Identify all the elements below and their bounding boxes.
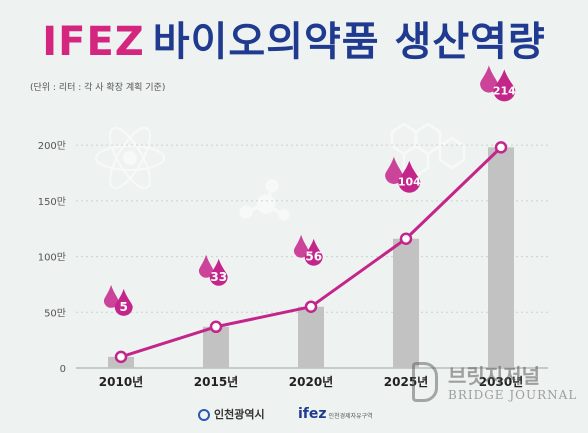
bar-2025년 <box>393 238 419 368</box>
bar-2020년 <box>298 306 324 368</box>
drop-icon <box>480 65 498 93</box>
drop-label-icon <box>114 288 133 316</box>
bar-2015년 <box>203 326 229 368</box>
x-tick-label: 2025년 <box>384 375 428 389</box>
y-tick-label: 50만 <box>44 307 66 319</box>
data-point <box>304 300 318 313</box>
y-tick-label: 100만 <box>38 252 66 264</box>
data-label: 5 <box>120 300 128 314</box>
drop-icon <box>385 156 403 184</box>
x-tick-label: 2015년 <box>194 375 238 389</box>
molecule-icon <box>239 179 290 221</box>
x-axis: 2010년 2015년 2020년 2025년 2030년 <box>99 375 523 389</box>
drop-label-icon <box>304 238 323 266</box>
data-point <box>209 320 223 334</box>
drop-icon <box>103 284 119 308</box>
decor <box>95 122 466 221</box>
bar-2030년 <box>488 147 514 368</box>
title: IFEZ 바이오의약품 생산역량 <box>0 22 588 62</box>
title-brand: IFEZ <box>42 19 145 65</box>
atom-icon <box>95 126 165 190</box>
ifez-logo: ifez 인천경제자유구역 <box>298 406 373 422</box>
data-label: 214 <box>493 84 516 97</box>
watermark-english: BRIDGE JOURNAL <box>448 388 578 402</box>
ifez-logo-text: ifez <box>298 406 327 422</box>
drop-label-icon <box>209 258 228 286</box>
data-point <box>114 350 128 364</box>
incheon-logo-icon <box>198 409 210 421</box>
data-label: 33 <box>210 270 227 284</box>
subtitle: (단위 : 리터 : 각 사 확장 계획 기준) <box>30 83 166 93</box>
y-tick-label: 200만 <box>38 140 66 152</box>
y-axis: 0 50만 100만 150만 200만 <box>38 140 66 375</box>
title-text: 바이오의약품 생산역량 <box>152 19 546 65</box>
incheon-logo-text: 인천광역시 <box>214 408 265 421</box>
drop-label-icon <box>493 69 516 102</box>
drop-icon <box>198 254 214 278</box>
line-markers: 5 33 56 104 214 <box>103 65 516 364</box>
y-tick-label: 150만 <box>38 196 66 208</box>
y-tick-label: 0 <box>60 364 66 375</box>
ifez-logo-subtext: 인천경제자유구역 <box>328 413 373 420</box>
watermark: 브릿지저널 BRIDGE JOURNAL <box>412 360 582 410</box>
data-label: 104 <box>398 176 421 189</box>
bars <box>108 147 514 368</box>
hexagon-structure-icon <box>390 122 466 178</box>
bridge-journal-logo-icon <box>412 362 438 402</box>
drop-icon <box>293 234 309 258</box>
x-tick-label: 2020년 <box>289 375 333 389</box>
x-tick-label: 2010년 <box>99 375 143 389</box>
x-tick-label: 2030년 <box>479 375 523 389</box>
data-point <box>494 141 508 154</box>
data-point <box>399 232 413 245</box>
drop-label-icon <box>398 160 421 193</box>
incheon-logo: 인천광역시 <box>198 406 265 422</box>
watermark-korean: 브릿지저널 <box>448 364 540 388</box>
data-label: 56 <box>305 250 322 264</box>
